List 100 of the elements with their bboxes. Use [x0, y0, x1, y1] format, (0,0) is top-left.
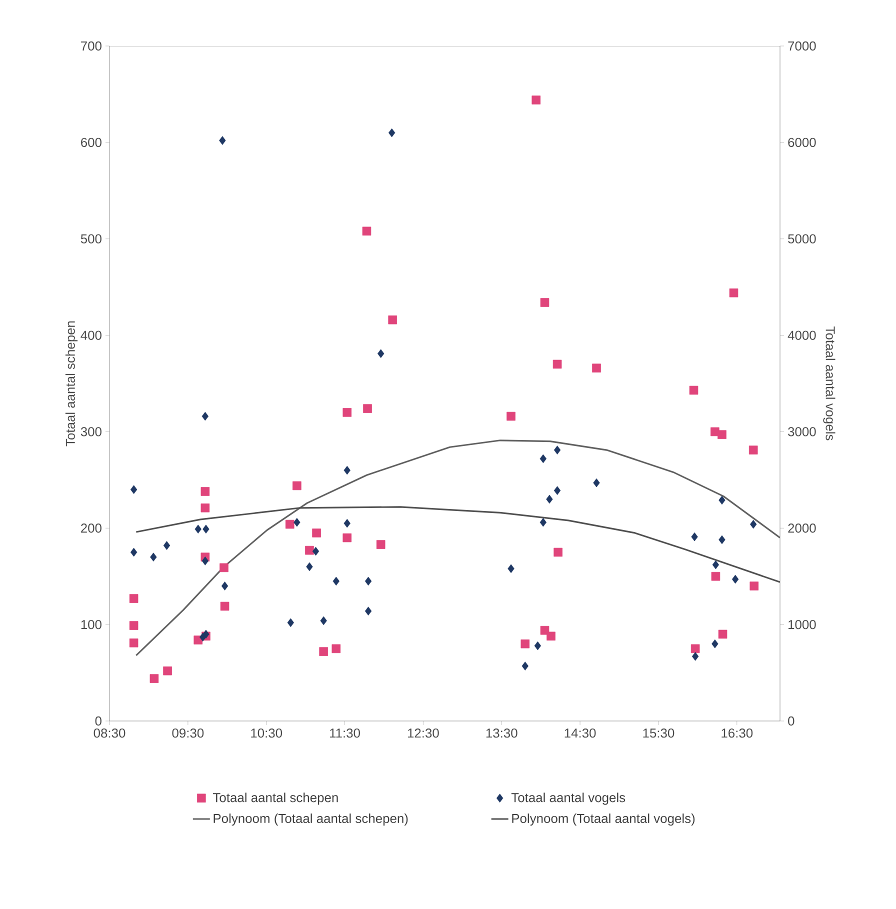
point [718, 430, 726, 440]
point [306, 562, 313, 572]
point [312, 528, 321, 538]
point [220, 602, 230, 611]
point [200, 503, 210, 512]
point [520, 639, 530, 648]
point [376, 540, 386, 549]
point [130, 548, 138, 557]
point [294, 518, 300, 527]
x-tick-label: 11:30 [330, 728, 360, 738]
point [150, 552, 157, 562]
point [546, 632, 556, 641]
point [285, 520, 294, 529]
legend-label: Totaal aantal schepen [212, 792, 338, 805]
legend-label: Polynoom (Totaal aantal schepen) [214, 814, 408, 826]
x-tick-label: 16:30 [722, 728, 753, 738]
x-tick-label: 14:30 [564, 728, 596, 738]
point [508, 564, 514, 574]
point [364, 576, 372, 586]
point [342, 533, 352, 542]
legend-label: Polynoom (Totaal aantal vogels) [512, 814, 695, 826]
point [554, 486, 561, 495]
point [712, 560, 720, 570]
point [200, 487, 210, 496]
point [729, 288, 738, 298]
point [732, 574, 739, 584]
y2-tick-label: 3000 [788, 427, 816, 436]
x-tick-label: 09:30 [172, 728, 204, 738]
y2-tick-label: 1000 [788, 620, 816, 630]
line-series [135, 506, 780, 583]
point [534, 641, 542, 650]
point [287, 618, 294, 628]
point [690, 644, 700, 654]
point [388, 128, 396, 138]
y2-tick-label: 7000 [788, 41, 816, 51]
y2-tick-label: 6000 [788, 138, 816, 148]
point [202, 412, 209, 421]
point [362, 226, 372, 236]
y-tick-label: 500 [80, 234, 102, 244]
point [332, 644, 341, 654]
point [718, 535, 726, 544]
point [319, 647, 328, 656]
point [546, 494, 553, 504]
point [219, 136, 226, 145]
point [344, 466, 350, 475]
point [292, 481, 302, 490]
point [163, 666, 172, 676]
point [129, 638, 138, 648]
point [532, 96, 541, 104]
point [364, 606, 372, 616]
point [750, 582, 759, 590]
point [593, 478, 600, 488]
point [592, 364, 601, 372]
point [692, 652, 699, 661]
y2-tick-label: 0 [788, 716, 794, 726]
point [691, 532, 698, 542]
y-axis-title: Totaal aantal schepen [65, 321, 78, 446]
y-tick-label: 0 [95, 716, 102, 726]
x-tick-label: 15:30 [643, 728, 674, 738]
point [312, 546, 320, 556]
y2-tick-label: 5000 [788, 234, 816, 244]
point [540, 298, 550, 307]
point [320, 616, 327, 626]
point [342, 408, 352, 417]
point [748, 446, 758, 454]
point [221, 582, 228, 590]
point [711, 572, 720, 581]
point [194, 524, 202, 534]
point [540, 454, 547, 464]
point [689, 386, 698, 395]
y-tick-label: 400 [80, 330, 102, 340]
point [332, 576, 340, 586]
y2-tick-label: 2000 [788, 524, 816, 533]
point [129, 594, 138, 603]
point [506, 412, 516, 421]
x-tick-label: 10:30 [251, 728, 282, 738]
point [750, 520, 757, 529]
y-tick-label: 700 [81, 41, 102, 51]
point [129, 621, 138, 630]
y-tick-label: 200 [81, 524, 102, 533]
point [344, 518, 350, 528]
point [388, 315, 398, 324]
point [718, 630, 728, 639]
legend-label: Totaal aantal vogels [511, 792, 626, 805]
line-series [135, 440, 780, 656]
point [554, 548, 562, 557]
point [377, 349, 384, 358]
point [220, 563, 228, 572]
point [150, 674, 159, 683]
y-tick-label: 600 [81, 138, 102, 148]
point [305, 546, 314, 555]
y-tick-label: 300 [80, 427, 102, 436]
y2-tick-label: 4000 [788, 330, 816, 340]
x-tick-label: 13:30 [486, 728, 518, 738]
point [163, 541, 170, 550]
point [202, 524, 210, 534]
x-tick-label: 08:30 [94, 728, 126, 738]
y-tick-label: 100 [81, 620, 102, 630]
x-tick-label: 12:30 [408, 728, 439, 738]
point [718, 496, 726, 505]
